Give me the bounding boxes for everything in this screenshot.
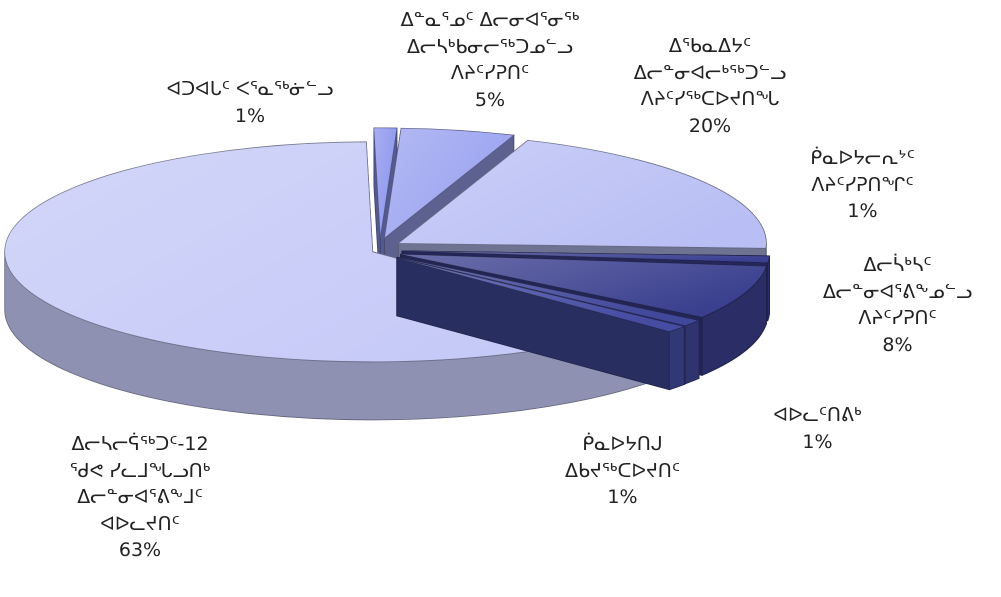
slice-label-inuit-education-line2: ᐃᓕᓴᒃᑲᓂᓕᖅᑐᓄᓪᓗ (360, 34, 620, 61)
slice-label-inuit-education-value: 5% (360, 87, 620, 114)
slice-label-finance-programs-line1: ᑮᓇᐅᔭᓕᕆᔾᑦ (775, 145, 950, 172)
slice-label-finance-programs-line2: ᐱᔨᑦᓯᕈᑎᖏᑦ (775, 172, 950, 199)
slice-label-student-school-programs: ᐃᓕᓵᒃᓴᑦ ᐃᓕᓐᓂᐊᕐᕕᖕᓄᓪᓗ ᐱᔨᑦᓯᕈᑎᑦ 8% (800, 252, 995, 358)
pie-slice-5-rim-0 (685, 320, 699, 384)
slice-label-lab-name: ᐊᑐᐊᒐᑦ ᐸᕐᓇᖅᓃᓪᓗ (145, 76, 355, 103)
slice-label-inuit-education-line1: ᐃᓐᓇᕐᓄᑦ ᐃᓕᓂᐊᕐᓂᖅ (360, 7, 620, 34)
slice-label-student-school-programs-value: 8% (800, 332, 995, 359)
slice-label-staff-development-line3: ᐱᔨᑦᓯᖅᑕᐅᔪᑎᖓ (605, 86, 815, 113)
slice-label-student-school-programs-line2: ᐃᓕᓐᓂᐊᕐᕕᖕᓄᓪᓗ (800, 279, 995, 306)
slice-label-financial-assistance-line2: ᐃᑲᔪᖅᑕᐅᔪᑎᑦ (545, 458, 700, 485)
slice-label-student-school-programs-line1: ᐃᓕᓵᒃᓴᑦ (800, 252, 995, 279)
slice-label-administration: ᐊᐅᓚᑦᑎᕕᒃ 1% (735, 402, 900, 455)
slice-label-staff-development-line2: ᐃᓕᓐᓂᐊᓕᒃᖅᑐᓪᓗ (605, 60, 815, 87)
slice-label-student-school-programs-line3: ᐱᔨᑦᓯᕈᑎᑦ (800, 305, 995, 332)
slice-label-k12-schools-line4: ᐊᐅᓚᔪᑎᑦ (10, 511, 270, 538)
slice-label-finance-programs-value: 1% (775, 198, 950, 225)
slice-label-administration-line1: ᐊᐅᓚᑦᑎᕕᒃ (735, 402, 900, 429)
slice-label-staff-development: ᐃᖃᓇᐃᔭᑦ ᐃᓕᓐᓂᐊᓕᒃᖅᑐᓪᓗ ᐱᔨᑦᓯᖅᑕᐅᔪᑎᖓ 20% (605, 33, 815, 139)
slice-label-k12-schools-value: 63% (10, 537, 270, 564)
slice-label-lab: ᐊᑐᐊᒐᑦ ᐸᕐᓇᖅᓃᓪᓗ 1% (145, 76, 355, 129)
slice-label-financial-assistance: ᑮᓇᐅᔭᑎᒍ ᐃᑲᔪᖅᑕᐅᔪᑎᑦ 1% (545, 431, 700, 511)
slice-label-k12-schools-line2: ᖁᕙ ᓯᓚᒧᖓᓗᑎᒃ (10, 458, 270, 485)
slice-label-administration-value: 1% (735, 429, 900, 456)
slice-label-finance-programs: ᑮᓇᐅᔭᓕᕆᔾᑦ ᐱᔨᑦᓯᕈᑎᖏᑦ 1% (775, 145, 950, 225)
pie-slice-3-rim-0 (768, 256, 770, 321)
pie-slice-6-rim-0 (669, 326, 684, 389)
slice-label-k12-schools: ᐃᓕᓴᓕᕌᖅᑐᑦ-12 ᖁᕙ ᓯᓚᒧᖓᓗᑎᒃ ᐃᓕᓐᓂᐊᕐᕕᖕᒧᑦ ᐊᐅᓚᔪᑎᑦ… (10, 431, 270, 564)
slice-label-financial-assistance-line1: ᑮᓇᐅᔭᑎᒍ (545, 431, 700, 458)
slice-label-staff-development-value: 20% (605, 113, 815, 140)
slice-label-staff-development-line1: ᐃᖃᓇᐃᔭᑦ (605, 33, 815, 60)
slice-label-inuit-education: ᐃᓐᓇᕐᓄᑦ ᐃᓕᓂᐊᕐᓂᖅ ᐃᓕᓴᒃᑲᓂᓕᖅᑐᓄᓪᓗ ᐱᔨᑦᓯᕈᑎᑦ 5% (360, 7, 620, 113)
slice-label-k12-schools-line3: ᐃᓕᓐᓂᐊᕐᕕᖕᒧᑦ (10, 484, 270, 511)
slice-label-inuit-education-line3: ᐱᔨᑦᓯᕈᑎᑦ (360, 60, 620, 87)
slice-label-k12-schools-line1: ᐃᓕᓴᓕᕌᖅᑐᑦ-12 (10, 431, 270, 458)
slice-label-lab-value: 1% (145, 103, 355, 130)
slice-label-financial-assistance-value: 1% (545, 484, 700, 511)
